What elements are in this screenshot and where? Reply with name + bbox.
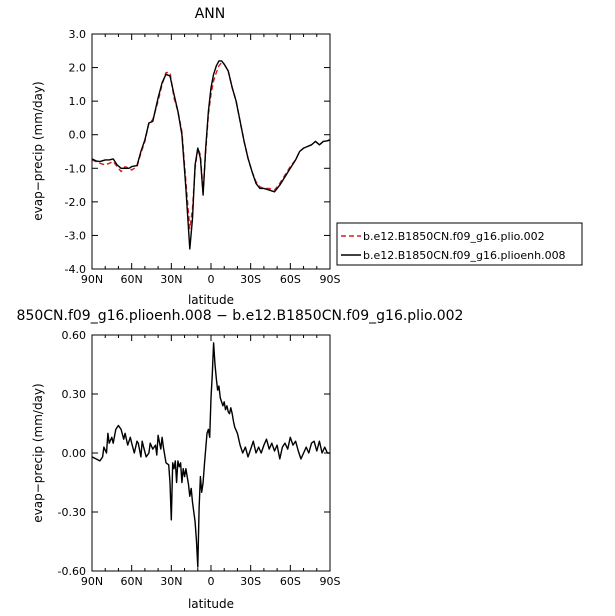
y-tick-label: -3.0 <box>65 229 86 242</box>
series-line-1-0 <box>91 342 330 568</box>
x-tick-label: 60S <box>280 273 301 286</box>
x-tick-label: 0 <box>208 273 215 286</box>
x-tick-label: 90N <box>81 273 103 286</box>
top-plot-frame <box>91 33 331 270</box>
x-tick-label: 60S <box>280 575 301 588</box>
series-line-0-0 <box>91 61 331 230</box>
y-tick-label: -2.0 <box>65 196 86 209</box>
y-tick-label: -1.0 <box>65 162 86 175</box>
top-panel: ANN 90N 60N 30N 0 30S 60S 90S 3.0 2.0 1.0 0.0 -1.0 -… <box>31 6 341 307</box>
x-tick-label: 60N <box>121 273 143 286</box>
y-tick-label: 1.0 <box>69 95 87 108</box>
top-x-axis-label: latitude <box>188 293 234 307</box>
legend-label-plioenh: b.e12.B1850CN.f09_g16.plioenh.008 <box>363 249 566 262</box>
legend: b.e12.B1850CN.f09_g16.plio.002 b.e12.B18… <box>336 222 583 266</box>
x-tick-label: 30N <box>160 273 182 286</box>
y-tick-label: 0.00 <box>62 447 87 460</box>
y-tick-label: 3.0 <box>69 28 87 41</box>
x-tick-label: 30N <box>160 575 182 588</box>
bottom-panel: 850CN.f09_g16.plioenh.008 − b.e12.B1850C… <box>17 308 464 611</box>
series-line-0-1 <box>91 60 331 250</box>
top-chart-title: ANN <box>195 6 226 22</box>
x-tick-label: 90S <box>320 273 341 286</box>
bottom-plot-frame <box>91 334 331 572</box>
x-tick-label: 60N <box>121 575 143 588</box>
x-tick-label: 30S <box>240 575 261 588</box>
x-tick-label: 90S <box>320 575 341 588</box>
y-tick-label: -0.30 <box>58 506 86 519</box>
legend-label-plio: b.e12.B1850CN.f09_g16.plio.002 <box>363 230 545 243</box>
top-y-axis-label: evap−precip (mm/day) <box>31 81 45 220</box>
x-tick-label: 30S <box>240 273 261 286</box>
y-tick-label: 2.0 <box>69 62 87 75</box>
y-tick-label: 0.60 <box>62 329 87 342</box>
x-tick-label: 90N <box>81 575 103 588</box>
y-tick-label: 0.30 <box>62 388 87 401</box>
bottom-x-axis-label: latitude <box>188 597 234 611</box>
y-tick-label: -4.0 <box>65 263 86 276</box>
bottom-y-axis-label: evap−precip (mm/day) <box>31 383 45 522</box>
legend-box <box>336 222 583 266</box>
bottom-chart-title: 850CN.f09_g16.plioenh.008 − b.e12.B1850C… <box>17 308 464 324</box>
y-tick-label: -0.60 <box>58 565 86 578</box>
y-tick-label: 0.0 <box>69 129 87 142</box>
x-tick-label: 0 <box>208 575 215 588</box>
